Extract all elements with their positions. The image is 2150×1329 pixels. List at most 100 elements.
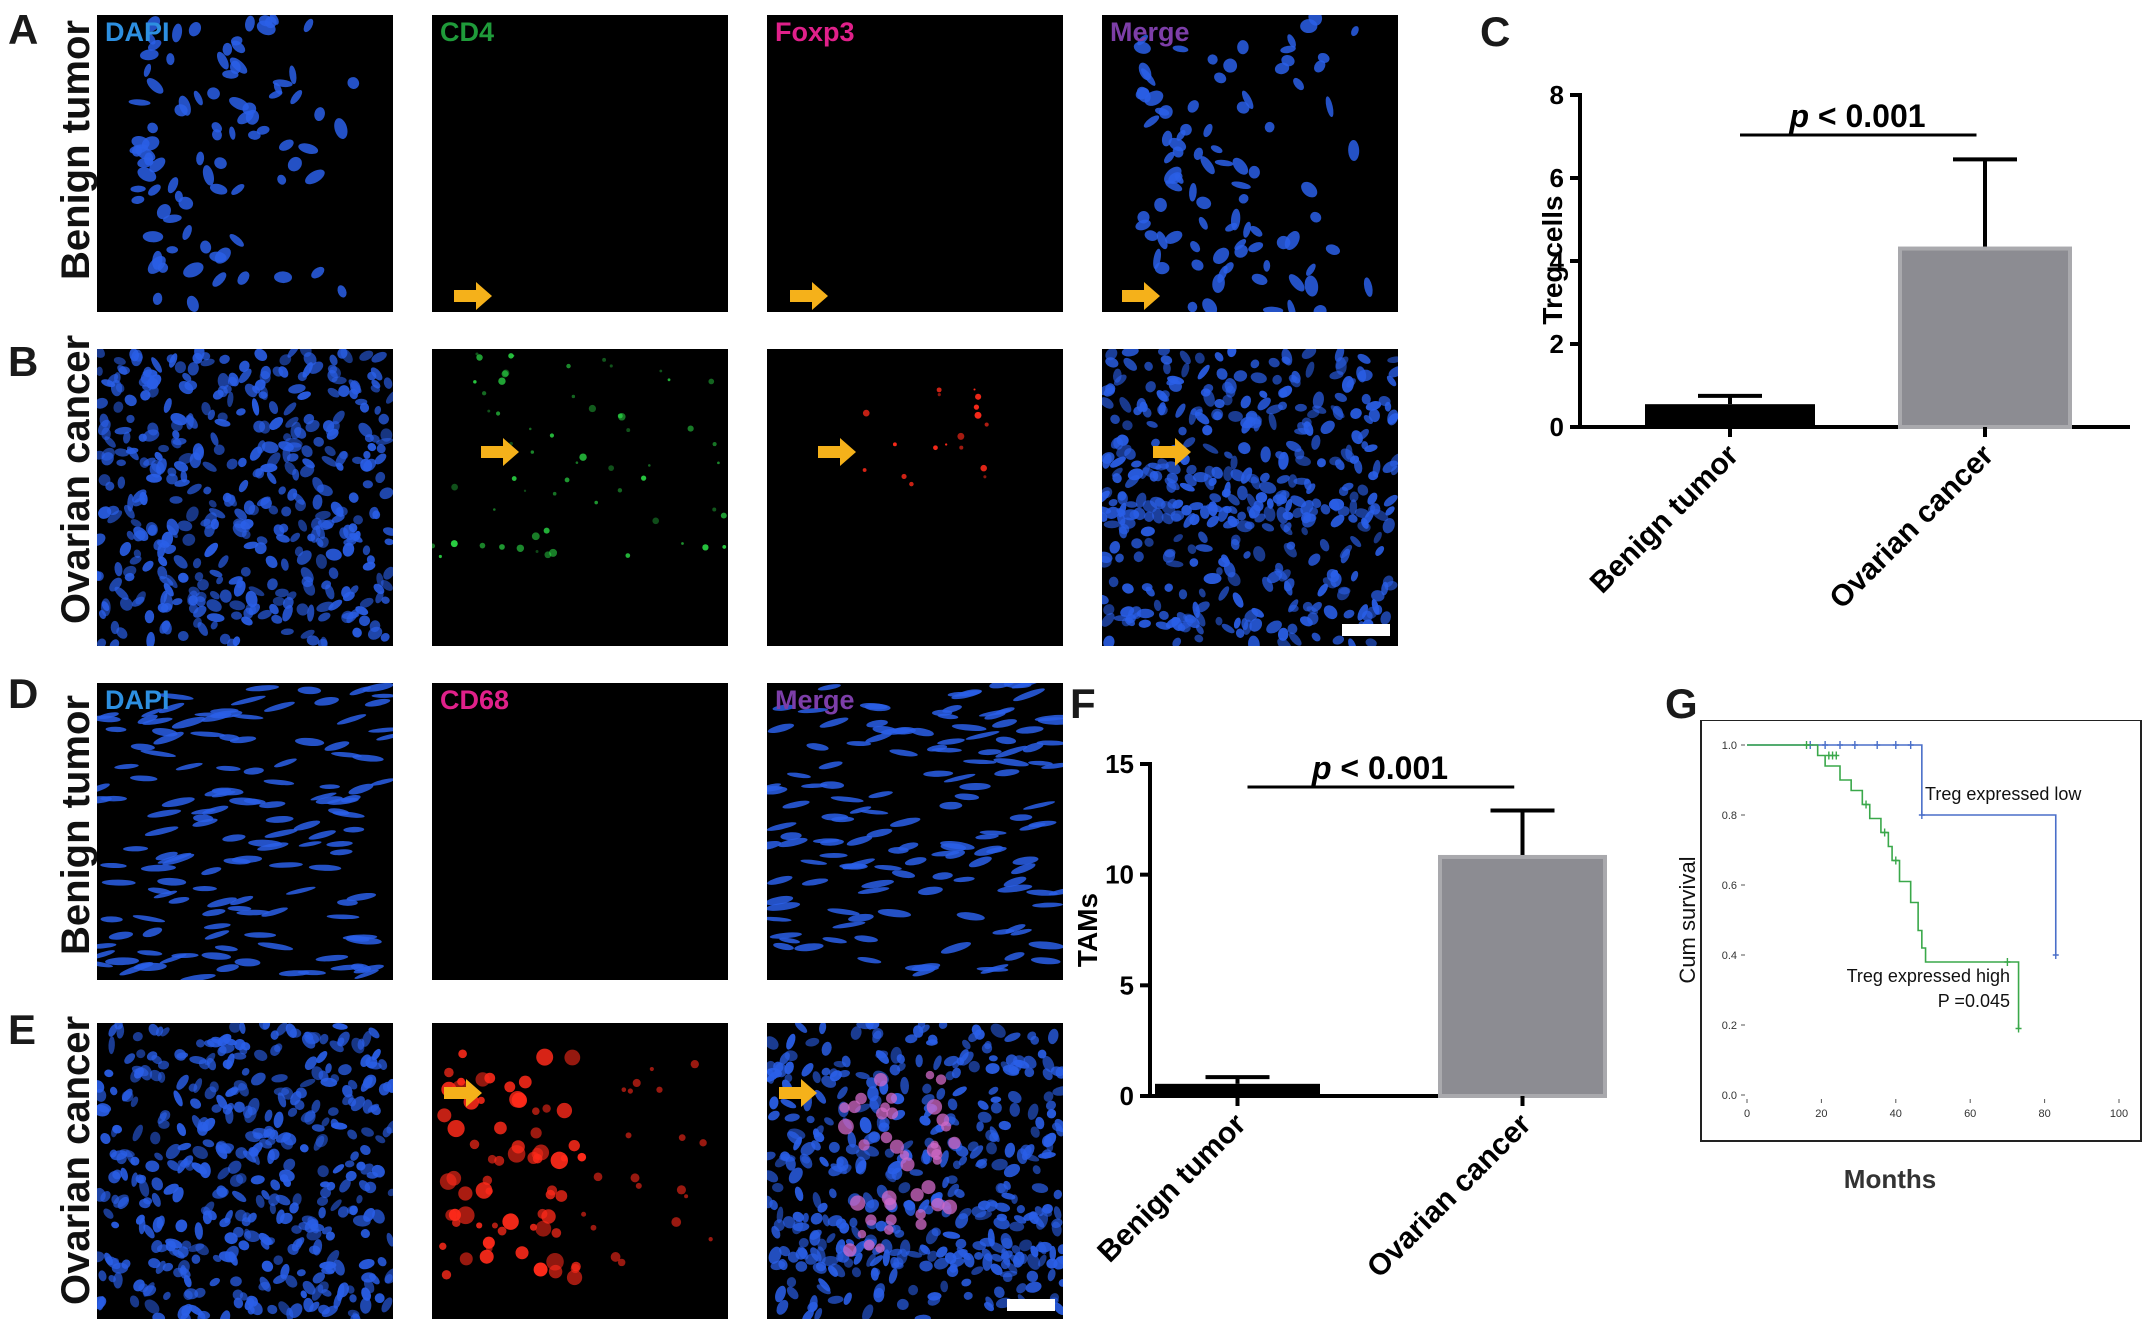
arrow-icon (1153, 438, 1191, 466)
row-label-benign-d: Benign tumor (54, 695, 98, 955)
censor-mark (1822, 741, 1829, 749)
x-tick-label: 80 (2038, 1108, 2050, 1120)
censor-mark (1907, 741, 1914, 749)
texture (767, 683, 1063, 977)
scale-bar-e (1007, 1299, 1055, 1311)
y-tick-label: 0.6 (1722, 880, 1737, 892)
censor-mark (1874, 741, 1881, 749)
category-label: Ovarian cancer (1823, 438, 2000, 615)
p-value: P =0.045 (1938, 991, 2010, 1011)
micrograph-a-cd4: CD4 (432, 15, 728, 312)
micrograph-b-dapi (97, 349, 393, 646)
censor-mark (1892, 856, 1899, 865)
y-tick-label: 6 (1550, 163, 1564, 193)
panel-label-d: D (8, 670, 39, 717)
panel-label-e: E (8, 1006, 37, 1053)
stain-label-dapi-d: DAPI (105, 685, 170, 715)
y-tick-label: 10 (1105, 860, 1134, 890)
x-tick-label: 0 (1744, 1108, 1750, 1120)
texture (767, 1023, 1063, 1319)
censor-mark (2052, 951, 2059, 959)
y-tick-label: 4 (1550, 246, 1565, 276)
stain-label-merge: Merge (1110, 17, 1190, 47)
category-label: Benign tumor (1584, 438, 1745, 599)
arrow-icon (779, 1079, 817, 1107)
micrograph-a-merge: Merge (1102, 15, 1398, 312)
row-label-benign-a: Benign tumor (54, 20, 98, 280)
micrograph-d-cd68: CD68 (432, 683, 728, 980)
micrograph-d-merge: Merge (767, 683, 1063, 980)
arrow-icon (454, 282, 492, 310)
category-label: Ovarian cancer (1361, 1107, 1538, 1284)
stain-label-cd4: CD4 (440, 17, 495, 47)
texture (97, 349, 393, 646)
micrograph-d-dapi: DAPI (97, 683, 393, 980)
texture (97, 683, 393, 980)
micrograph-a-foxp3: Foxp3 (767, 15, 1063, 312)
y-tick-label: 1.0 (1722, 740, 1737, 752)
km-line-high (1747, 744, 2020, 1029)
y-axis-label: Treg cells (1537, 195, 1568, 324)
texture (1102, 349, 1398, 646)
arrow-icon (444, 1079, 482, 1107)
micrograph-a-dapi: DAPI (97, 15, 393, 312)
censor-mark (1881, 828, 1888, 837)
x-axis-label: Months (1844, 1164, 1936, 1194)
panel-label-c: C (1480, 8, 1511, 55)
bar-ovarian (1898, 246, 2072, 429)
row-label-ovarian-e: Ovarian cancer (54, 1015, 98, 1305)
censor-mark (2004, 958, 2011, 966)
texture (862, 387, 989, 487)
texture (437, 1048, 713, 1286)
arrow-icon (790, 282, 828, 310)
arrow-icon (481, 438, 519, 466)
censor-mark (2015, 1024, 2022, 1033)
y-tick-label: 0.4 (1722, 950, 1737, 962)
censor-mark (1833, 751, 1840, 760)
micrograph-b-foxp3 (767, 349, 1063, 646)
y-axis-label: Cum survival (1675, 856, 1700, 983)
panel-label-a: A (8, 6, 39, 53)
scale-bar (1342, 624, 1390, 636)
row-label-ovarian-b: Ovarian cancer (54, 334, 98, 624)
panel-label-b: B (8, 338, 39, 385)
texture (97, 1023, 393, 1319)
panel-label-g: G (1665, 680, 1698, 727)
bar-benign (1155, 1083, 1320, 1096)
bar-benign (1645, 404, 1815, 427)
legend-high: Treg expressed high (1847, 966, 2010, 986)
texture (1133, 15, 1373, 312)
texture (128, 15, 360, 312)
micrograph-e-cd68 (432, 1023, 728, 1319)
legend-low: Treg expressed low (1925, 784, 2082, 804)
y-tick-label: 0 (1120, 1081, 1134, 1111)
arrow-icon (818, 438, 856, 466)
y-tick-label: 0.0 (1722, 1090, 1737, 1102)
treg-bar-chart: 0 2 4 6 8 Treg cells Benign tumor Ovarian cance… (1490, 60, 2135, 620)
y-axis-label: TAMs (1072, 893, 1103, 967)
censor-mark (1892, 741, 1899, 749)
km-survival-chart: 0.0 0.2 0.4 0.6 0.8 1.0 0 20 40 60 80 100 Treg expre… (1665, 719, 2145, 1200)
stain-label-merge-d: Merge (775, 685, 855, 715)
bar-ovarian (1438, 854, 1607, 1098)
x-tick-label: 20 (1815, 1108, 1827, 1120)
texture (432, 352, 727, 559)
censor-mark (1918, 811, 1925, 819)
y-tick-label: 0.2 (1722, 1020, 1737, 1032)
micrograph-e-merge (767, 1023, 1063, 1319)
stain-label-foxp3: Foxp3 (775, 17, 855, 47)
y-tick-label: 5 (1120, 970, 1134, 1000)
x-tick-label: 40 (1890, 1108, 1902, 1120)
x-tick-label: 100 (2110, 1108, 2128, 1120)
censor-mark (1863, 800, 1870, 809)
censor-mark (1803, 741, 1810, 749)
stain-label-dapi: DAPI (105, 17, 170, 47)
y-tick-label: 15 (1105, 749, 1134, 779)
y-tick-label: 0 (1550, 412, 1564, 442)
micrograph-e-dapi (97, 1023, 393, 1319)
y-tick-label: 0.8 (1722, 810, 1737, 822)
micrograph-b-cd4 (432, 349, 728, 646)
micrograph-b-merge (1102, 349, 1398, 646)
censor-mark (1851, 741, 1858, 749)
category-label: Benign tumor (1091, 1107, 1252, 1268)
